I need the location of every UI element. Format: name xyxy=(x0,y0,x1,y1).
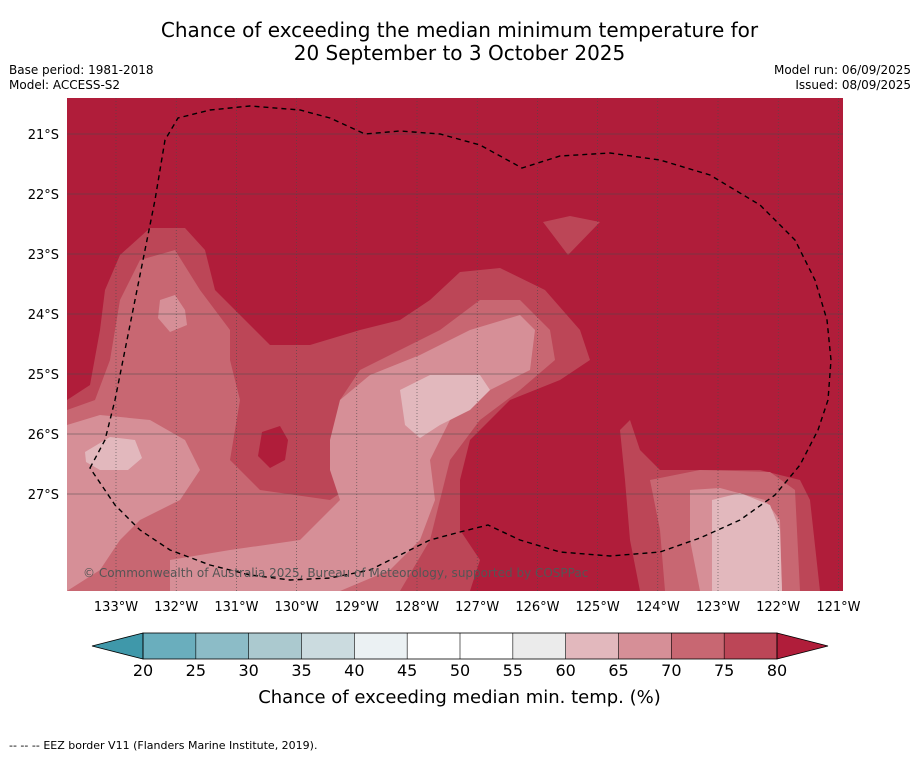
contour-75-80-ne xyxy=(543,216,600,255)
contour-dark-spot xyxy=(258,426,288,468)
lon-gridlines xyxy=(115,98,839,591)
colorbar-tick-label: 60 xyxy=(555,661,575,680)
footer-legend: -- -- -- EEZ border V11 (Flanders Marine… xyxy=(9,739,317,752)
colorbar-tick-label: 70 xyxy=(661,661,681,680)
map-area: © Commonwealth of Australia 2025, Bureau… xyxy=(67,98,843,591)
colorbar-tick-label: 30 xyxy=(238,661,258,680)
colorbar-segment xyxy=(671,633,725,659)
contour-60-65-west xyxy=(85,437,142,470)
colorbar-under-outline xyxy=(91,632,144,660)
contour-60-65 xyxy=(400,375,490,438)
lon-label: 126°W xyxy=(515,600,559,615)
lon-label: 122°W xyxy=(756,600,800,615)
lon-label: 132°W xyxy=(154,600,198,615)
copyright-text: © Commonwealth of Australia 2025, Bureau… xyxy=(83,566,588,580)
lon-label: 124°W xyxy=(636,600,680,615)
model-name: Model: ACCESS-S2 xyxy=(9,78,121,92)
lon-label: 133°W xyxy=(94,600,138,615)
lat-label: 26°S xyxy=(28,428,59,443)
colorbar: 20 25 30 35 40 45 50 55 60 65 70 75 80 xyxy=(91,632,829,680)
colorbar-segment xyxy=(248,633,302,659)
lon-label: 123°W xyxy=(696,600,740,615)
lat-labels: 21°S 22°S 23°S 24°S 25°S 26°S 27°S xyxy=(28,128,59,503)
title-line-2: 20 September to 3 October 2025 xyxy=(293,41,626,65)
eez-legend-symbol: -- -- -- xyxy=(9,739,40,752)
lon-label: 121°W xyxy=(816,600,860,615)
contour-60-65-east xyxy=(712,493,782,591)
lat-label: 22°S xyxy=(28,188,59,203)
lon-label: 128°W xyxy=(395,600,439,615)
issued-date: Issued: 08/09/2025 xyxy=(795,78,911,92)
colorbar-over-arrow xyxy=(777,633,828,659)
colorbar-segment xyxy=(565,633,619,659)
title-line-1: Chance of exceeding the median minimum t… xyxy=(160,18,759,42)
meta-left: Base period: 1981-2018 Model: ACCESS-S2 xyxy=(9,63,154,93)
chart-title: Chance of exceeding the median minimum t… xyxy=(0,19,919,65)
colorbar-tick-label: 20 xyxy=(133,661,153,680)
colorbar-tick-label: 45 xyxy=(397,661,417,680)
colorbar-segment xyxy=(143,633,197,659)
colorbar-tick-label: 40 xyxy=(344,661,364,680)
colorbar-segment xyxy=(354,633,408,659)
colorbar-tick-label: 75 xyxy=(714,661,734,680)
colorbar-over-outline xyxy=(776,632,829,660)
colorbar-segment xyxy=(618,633,672,659)
base-period: Base period: 1981-2018 xyxy=(9,63,154,77)
colorbar-segment xyxy=(512,633,566,659)
model-run: Model run: 06/09/2025 xyxy=(773,63,911,77)
colorbar-segment xyxy=(460,633,514,659)
contour-65-70-west xyxy=(158,295,187,332)
lon-label: 131°W xyxy=(214,600,258,615)
colorbar-tick-label: 25 xyxy=(186,661,206,680)
colorbar-under-arrow xyxy=(92,633,143,659)
colorbar-tick-label: 55 xyxy=(503,661,523,680)
colorbar-tick-label: 35 xyxy=(291,661,311,680)
meta-right: Model run: 06/09/2025 Issued: 08/09/2025 xyxy=(774,63,911,93)
colorbar-tick-label: 50 xyxy=(450,661,470,680)
lat-label: 23°S xyxy=(28,248,59,263)
colorbar-segment xyxy=(407,633,461,659)
contour-70-75 xyxy=(67,250,555,591)
lon-label: 125°W xyxy=(576,600,620,615)
colorbar-tick-label: 65 xyxy=(608,661,628,680)
colorbar-segment xyxy=(195,633,249,659)
lon-label: 130°W xyxy=(275,600,319,615)
colorbar-label: Chance of exceeding median min. temp. (%… xyxy=(258,687,661,708)
colorbar-segment xyxy=(301,633,355,659)
lon-label: 129°W xyxy=(335,600,379,615)
lat-label: 25°S xyxy=(28,368,59,383)
eez-legend-text: EEZ border V11 (Flanders Marine Institut… xyxy=(43,739,318,752)
lat-label: 21°S xyxy=(28,128,59,143)
lat-label: 27°S xyxy=(28,488,59,503)
lat-gridlines xyxy=(67,133,843,495)
colorbar-tick-label: 80 xyxy=(767,661,787,680)
lat-label: 24°S xyxy=(28,308,59,323)
lon-label: 127°W xyxy=(455,600,499,615)
lon-labels: 133°W 132°W 131°W 130°W 129°W 128°W 127°W 126°W… xyxy=(94,600,861,615)
colorbar-segment xyxy=(724,633,778,659)
